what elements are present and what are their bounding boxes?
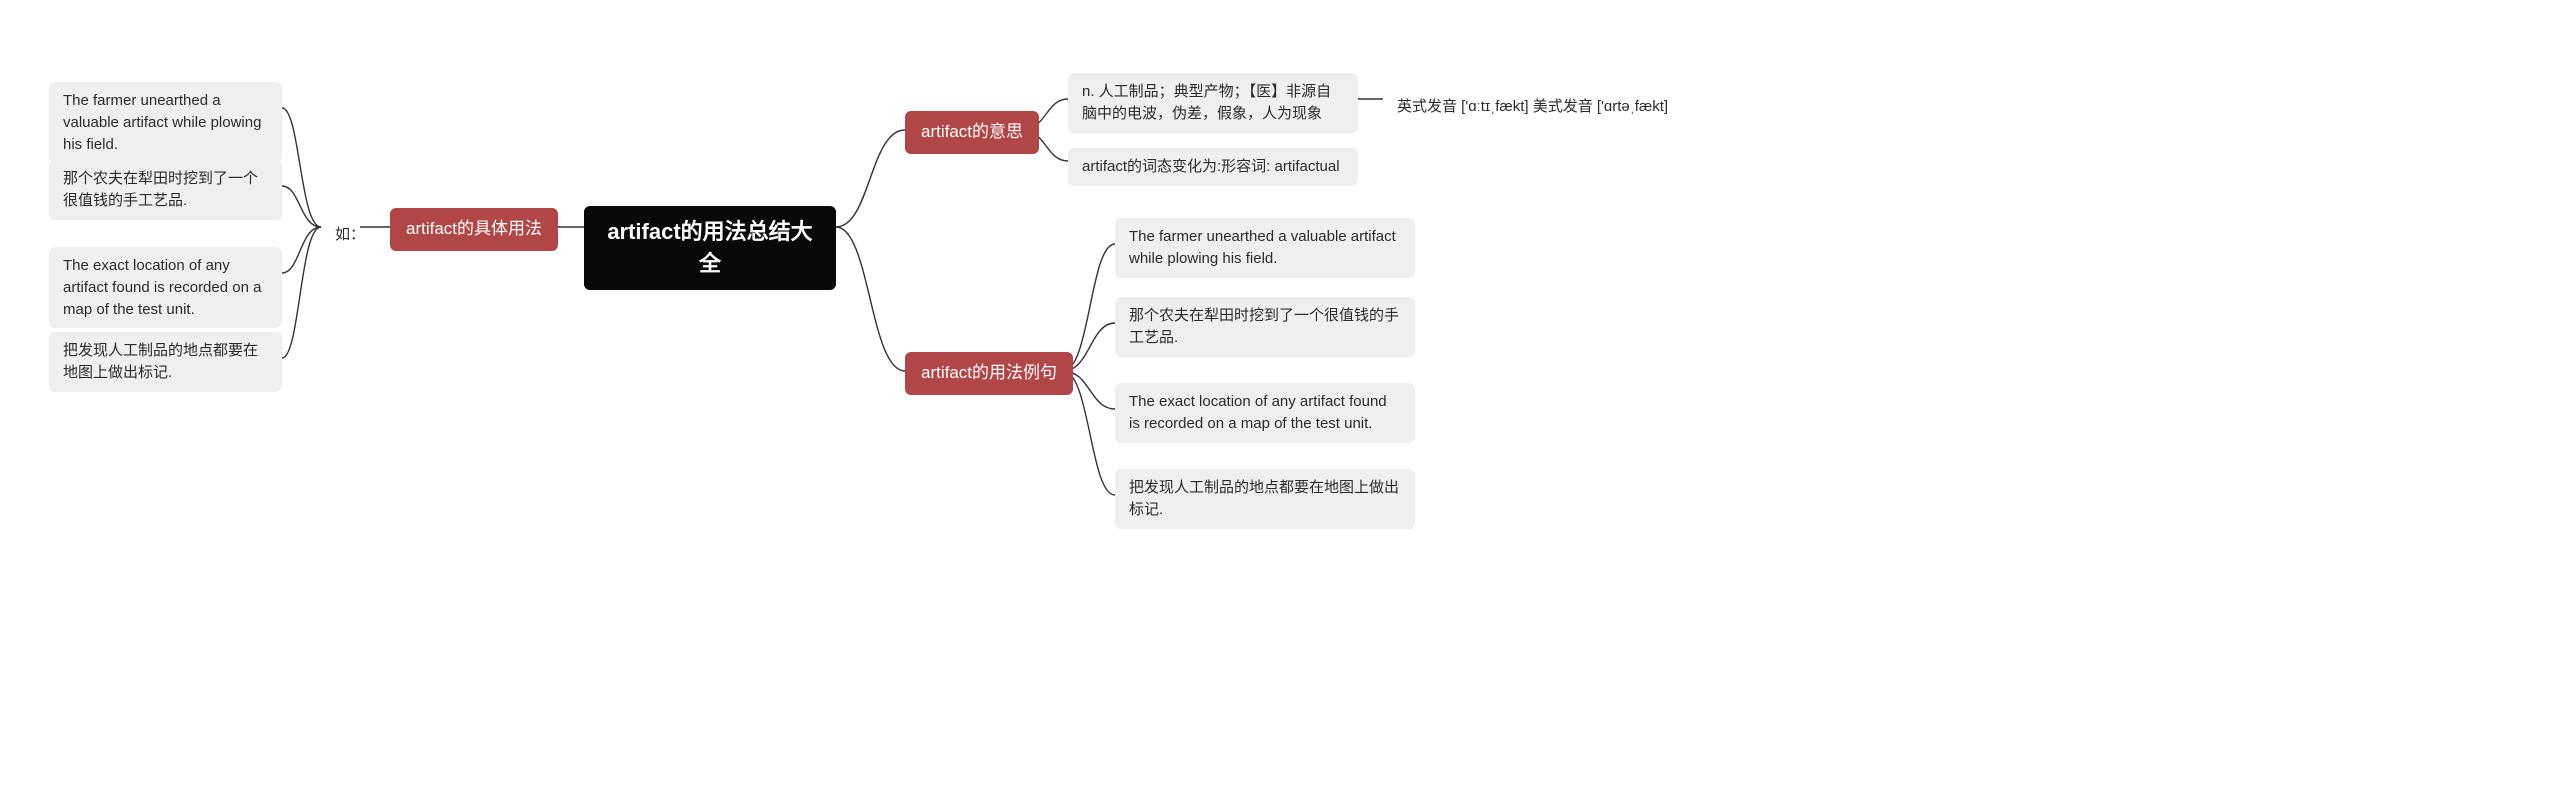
example-item: 把发现人工制品的地点都要在地图上做出标记. xyxy=(1115,469,1415,529)
usage-item: The farmer unearthed a valuable artifact… xyxy=(49,82,282,163)
branch-meaning[interactable]: artifact的意思 xyxy=(905,111,1039,154)
usage-item: 把发现人工制品的地点都要在地图上做出标记. xyxy=(49,332,282,392)
branch-examples[interactable]: artifact的用法例句 xyxy=(905,352,1073,395)
leaf-pronunciation: 英式发音 ['ɑːtɪˌfækt] 美式发音 ['ɑrtəˌfækt] xyxy=(1383,88,1703,126)
leaf-definition: n. 人工制品；典型产物；【医】非源自脑中的电波，伪差，假象，人为现象 xyxy=(1068,73,1358,133)
example-item: 那个农夫在犁田时挖到了一个很值钱的手工艺品. xyxy=(1115,297,1415,357)
root-node[interactable]: artifact的用法总结大全 xyxy=(584,206,836,290)
usage-item: The exact location of any artifact found… xyxy=(49,247,282,328)
usage-hint: 如： xyxy=(321,216,379,254)
branch-usage[interactable]: artifact的具体用法 xyxy=(390,208,558,251)
example-item: The exact location of any artifact found… xyxy=(1115,383,1415,443)
example-item: The farmer unearthed a valuable artifact… xyxy=(1115,218,1415,278)
leaf-inflection: artifact的词态变化为:形容词: artifactual xyxy=(1068,148,1358,186)
usage-item: 那个农夫在犁田时挖到了一个很值钱的手工艺品. xyxy=(49,160,282,220)
